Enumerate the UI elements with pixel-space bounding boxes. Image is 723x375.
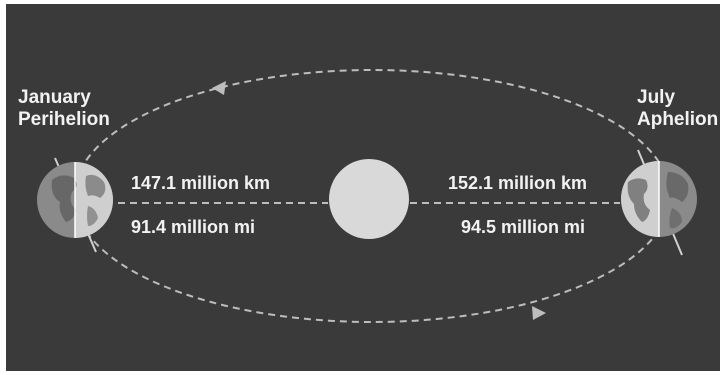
perihelion-label: January Perihelion xyxy=(18,87,110,131)
earth-july-icon xyxy=(621,149,697,256)
orbit-arrow-top-icon xyxy=(212,81,226,95)
perihelion-distance-km: 147.1 million km xyxy=(131,173,271,193)
aphelion-month: July xyxy=(637,87,676,108)
aphelion-label: July Aphelion xyxy=(637,87,718,131)
sun xyxy=(329,159,409,239)
aphelion-distance-mi: 94.5 million mi xyxy=(461,217,586,237)
aphelion-name: Aphelion xyxy=(637,109,719,130)
aphelion-distance-km: 152.1 million km xyxy=(448,173,588,193)
perihelion-month: January xyxy=(18,87,91,108)
perihelion-name: Perihelion xyxy=(18,109,110,130)
earth-january-icon xyxy=(37,157,113,253)
orbit-arrow-bottom-icon xyxy=(532,306,546,320)
perihelion-distance-mi: 91.4 million mi xyxy=(131,217,256,237)
